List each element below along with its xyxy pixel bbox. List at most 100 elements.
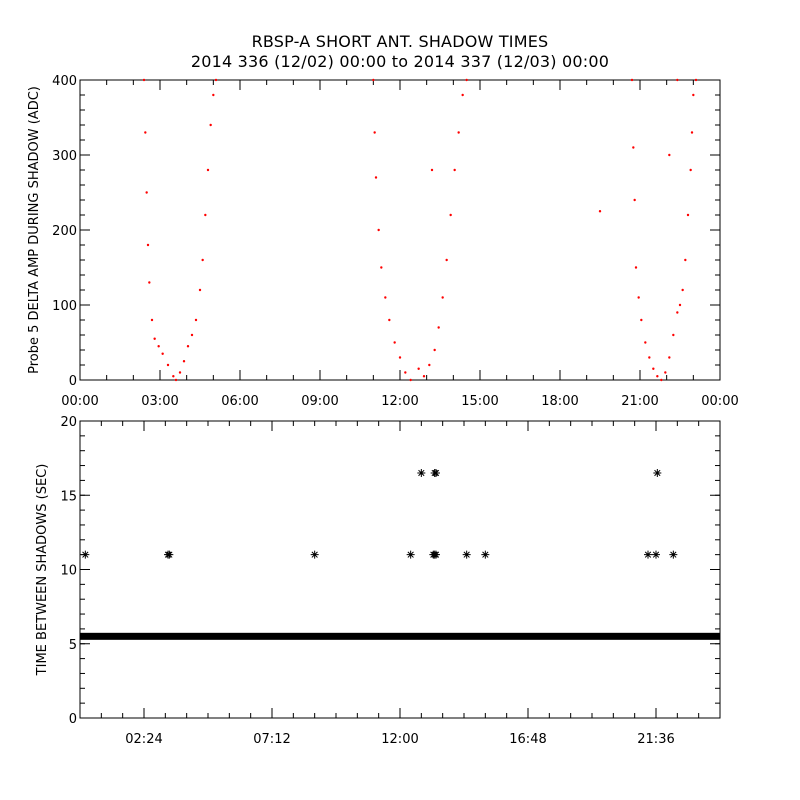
data-point <box>633 198 636 202</box>
y-tick-label: 400 <box>52 74 77 89</box>
baseline-band <box>80 632 720 640</box>
data-point <box>373 131 376 134</box>
data-point <box>445 258 448 262</box>
x-tick-label: 21:00 <box>621 394 658 409</box>
data-point <box>209 123 212 127</box>
data-point <box>161 352 164 355</box>
data-point <box>144 131 147 134</box>
data-point <box>153 337 156 340</box>
data-point <box>417 367 420 370</box>
data-point <box>684 258 687 262</box>
data-point <box>432 468 440 477</box>
data-point <box>212 93 215 97</box>
data-point <box>380 266 383 269</box>
data-point <box>150 318 154 322</box>
data-point <box>630 78 634 82</box>
data-point <box>664 371 667 374</box>
data-point <box>198 288 202 292</box>
x-tick-label: 16:48 <box>509 732 546 747</box>
data-point <box>310 550 319 559</box>
data-point <box>377 228 380 232</box>
data-point <box>214 78 218 82</box>
chart-subtitle: 2014 336 (12/02) 00:00 to 2014 337 (12/0… <box>190 52 610 71</box>
data-point <box>433 348 436 352</box>
x-tick-label: 12:00 <box>381 732 418 747</box>
data-point <box>678 303 682 307</box>
data-point <box>422 375 426 378</box>
chart-title: RBSP-A SHORT ANT. SHADOW TIMES <box>251 32 549 51</box>
data-point <box>174 378 178 382</box>
data-point <box>681 288 684 292</box>
data-point <box>372 78 375 82</box>
data-point <box>186 345 190 348</box>
data-point <box>437 326 440 329</box>
x-tick-label: 18:00 <box>541 394 578 409</box>
data-point <box>182 360 186 363</box>
data-point <box>388 318 391 322</box>
x-tick-label: 12:00 <box>381 394 418 409</box>
data-point <box>194 318 198 322</box>
x-tick-label: 03:00 <box>141 394 178 409</box>
y-tick-label: 0 <box>69 712 77 727</box>
data-point <box>652 550 660 559</box>
data-point <box>148 281 151 284</box>
data-point <box>669 550 678 559</box>
data-point <box>686 213 690 217</box>
x-tick-label: 21:36 <box>637 732 674 747</box>
y-tick-label: 15 <box>60 489 77 504</box>
data-point <box>142 78 146 82</box>
data-point <box>457 131 460 134</box>
y-tick-label: 20 <box>60 415 77 430</box>
data-point <box>204 213 207 217</box>
data-point <box>668 153 671 157</box>
data-point <box>165 550 174 559</box>
data-point <box>453 168 456 172</box>
data-point <box>676 78 679 82</box>
data-point <box>201 258 204 262</box>
data-point <box>166 363 170 367</box>
y-axis-label: Probe 5 DELTA AMP DURING SHADOW (ADC) <box>27 86 42 374</box>
data-point <box>398 356 402 359</box>
data-point <box>637 296 640 299</box>
data-point <box>668 356 671 359</box>
data-point <box>694 78 698 82</box>
data-point <box>417 468 426 477</box>
y-tick-label: 300 <box>52 149 77 164</box>
x-tick-label: 07:12 <box>253 732 290 747</box>
data-point <box>632 146 635 149</box>
data-point <box>384 296 387 299</box>
data-point <box>206 168 210 172</box>
data-point <box>449 213 452 217</box>
data-point <box>481 550 490 559</box>
data-point <box>598 210 602 213</box>
data-point <box>690 131 694 134</box>
data-point <box>374 176 378 179</box>
data-point <box>404 371 407 374</box>
data-point <box>428 363 431 367</box>
x-tick-label: 09:00 <box>301 394 338 409</box>
data-point <box>634 266 638 269</box>
data-point <box>393 341 396 344</box>
y-tick-label: 5 <box>69 638 77 653</box>
x-tick-label: 06:00 <box>221 394 258 409</box>
data-point <box>432 550 440 559</box>
data-point <box>409 378 412 382</box>
data-point <box>640 318 643 322</box>
x-tick-label: 00:00 <box>61 394 98 409</box>
data-point <box>692 93 695 97</box>
data-point <box>406 550 415 559</box>
data-point <box>81 550 90 559</box>
x-tick-label: 00:00 <box>701 394 738 409</box>
data-point <box>461 93 464 97</box>
data-point <box>146 243 150 247</box>
x-tick-label: 15:00 <box>461 394 498 409</box>
y-tick-label: 200 <box>52 224 77 239</box>
data-point <box>157 345 160 348</box>
data-point <box>190 333 194 337</box>
data-point <box>430 168 434 172</box>
data-point <box>172 375 175 378</box>
plot-frame-2 <box>79 420 721 719</box>
data-point <box>660 378 663 382</box>
plot-frame-1 <box>79 79 721 381</box>
data-point <box>644 550 652 559</box>
